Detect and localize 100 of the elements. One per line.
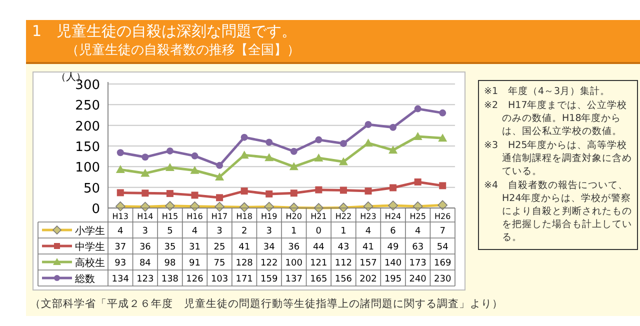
- data-label: 43: [338, 242, 350, 252]
- x-tick-label: H24: [384, 212, 402, 221]
- data-label: 112: [334, 258, 352, 268]
- data-label: 31: [189, 242, 200, 252]
- y-tick-label: 250: [75, 98, 100, 114]
- point: [266, 190, 273, 198]
- data-label: 4: [365, 226, 372, 236]
- data-label: 35: [164, 242, 176, 252]
- point: [240, 150, 249, 159]
- text: ※2 H17年度までは、公立学校のみの数値。H18年度からは、国公私立学校の数値。: [484, 99, 628, 138]
- x-tick-label: H20: [286, 212, 302, 221]
- data-label: 103: [210, 274, 228, 284]
- data-label: 34: [263, 242, 276, 252]
- data-label: 54: [436, 242, 449, 252]
- point: [215, 172, 224, 180]
- point: [240, 188, 248, 195]
- point: [116, 189, 124, 196]
- point: [413, 132, 422, 140]
- data-label: 138: [161, 274, 179, 284]
- x-tick-label: H18: [236, 212, 252, 221]
- x-tick-label: H17: [211, 212, 228, 221]
- point: [191, 152, 198, 160]
- data-label: 121: [310, 258, 328, 268]
- point: [116, 165, 125, 174]
- point: [439, 109, 446, 116]
- data-label: 41: [362, 242, 374, 252]
- point: [140, 168, 150, 177]
- point: [290, 148, 298, 155]
- x-tick-label: H19: [261, 212, 278, 221]
- point: [191, 192, 198, 199]
- data-label: 7: [440, 226, 446, 236]
- point: [166, 147, 174, 154]
- point: [390, 184, 397, 192]
- data-label: 6: [390, 226, 396, 236]
- chart-title: 1 児童生徒の自殺は深刻な問題です。: [32, 22, 297, 41]
- data-label: 4: [118, 226, 124, 236]
- data-label: 4: [192, 226, 198, 236]
- data-label: 4: [414, 226, 421, 236]
- data-label: 165: [310, 274, 328, 284]
- text: ※3 H25年度からは、高等学校通信制課程を調査対象に含めている。: [484, 139, 632, 178]
- data-label: 240: [409, 274, 427, 284]
- data-label: 171: [236, 274, 253, 284]
- x-tick-label: H25: [410, 212, 426, 221]
- point: [315, 186, 322, 194]
- point: [216, 194, 224, 202]
- x-tick-label: H23: [360, 212, 376, 221]
- point: [166, 190, 174, 198]
- y-tick-label: 50: [83, 181, 100, 196]
- point: [142, 190, 149, 197]
- data-label: 3: [216, 226, 222, 236]
- x-tick-label: H16: [186, 212, 203, 221]
- x-tick-label: H22: [335, 212, 352, 221]
- data-label: 157: [360, 258, 377, 268]
- data-label: 75: [214, 258, 226, 268]
- data-label: 128: [236, 258, 254, 268]
- chart-subtitle: （児童生徒の自殺者数の推移【全国】）: [66, 42, 300, 59]
- data-label: 91: [189, 258, 200, 268]
- y-tick-label: 100: [75, 160, 100, 176]
- point: [364, 121, 372, 128]
- data-label: 41: [238, 242, 250, 252]
- legend-label: 中学生: [75, 241, 105, 253]
- data-label: 134: [112, 274, 130, 284]
- point: [290, 190, 298, 197]
- data-label: 3: [142, 226, 148, 236]
- legend-label: 小学生: [75, 225, 105, 237]
- data-label: 2: [241, 226, 248, 236]
- text: （文部科学省「平成２６年度 児童生徒の問題行動等生徒指導上の諸問題に関する調査」より）: [30, 297, 503, 311]
- data-label: 63: [412, 242, 424, 252]
- point: [216, 162, 224, 169]
- data-label: 122: [260, 258, 278, 268]
- point: [165, 162, 174, 171]
- point: [240, 134, 248, 141]
- data-label: 36: [288, 242, 300, 252]
- point: [116, 149, 124, 156]
- point: [340, 140, 347, 148]
- point: [340, 186, 347, 194]
- data-label: 137: [285, 274, 302, 284]
- data-label: 36: [139, 242, 152, 252]
- point: [289, 162, 298, 170]
- point: [264, 153, 274, 162]
- data-label: 49: [387, 242, 400, 252]
- point: [438, 134, 448, 142]
- point: [414, 105, 422, 112]
- point: [314, 153, 324, 162]
- x-tick-label: H13: [112, 212, 128, 221]
- y-tick-label: 0: [92, 202, 100, 217]
- x-tick-label: H14: [137, 212, 154, 221]
- y-tick-label: 150: [75, 140, 100, 155]
- data-label: 169: [434, 258, 452, 268]
- data-label: 195: [384, 274, 402, 284]
- point: [315, 136, 322, 144]
- data-label: 140: [384, 258, 402, 268]
- data-label: 1: [340, 226, 346, 236]
- data-label: 93: [114, 258, 126, 268]
- legend-label: 高校生: [75, 257, 105, 269]
- data-label: 173: [409, 258, 426, 268]
- point: [439, 182, 446, 190]
- point: [364, 188, 372, 195]
- data-label: 37: [114, 242, 126, 252]
- data-label: 44: [312, 242, 325, 252]
